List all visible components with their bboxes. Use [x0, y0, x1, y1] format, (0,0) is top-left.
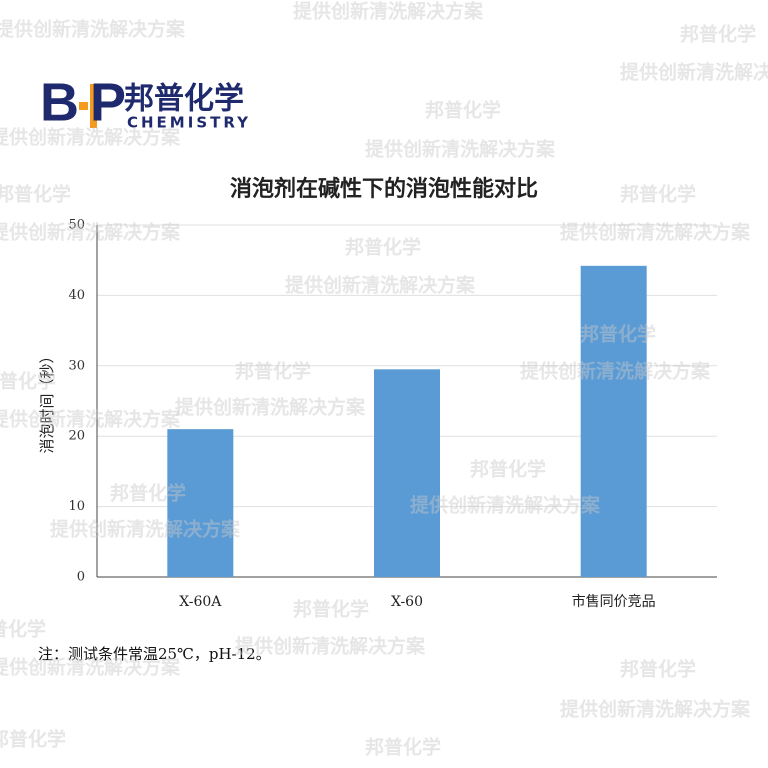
watermark: 邦普化学 — [110, 482, 186, 505]
watermark: 提供创新清洗解决方案 — [365, 138, 556, 161]
logo-letter: P — [90, 72, 126, 132]
watermark: 邦普化学 — [620, 183, 696, 206]
watermark: 邦普化学 — [580, 323, 656, 346]
watermark: 提供创新清洗解决方案 — [560, 698, 751, 721]
watermark: 提供创新清洗解决方案 — [50, 518, 241, 541]
watermark: 邦普化学 — [620, 658, 696, 681]
y-axis-label: 消泡时间（秒） — [38, 348, 56, 453]
y-tick-label: 0 — [77, 570, 85, 585]
note: 注：测试条件常温25℃，pH-12。 — [38, 645, 271, 663]
y-tick-label: 10 — [68, 499, 85, 514]
watermark: 邦普化学 — [293, 598, 369, 621]
y-tick-label: 50 — [68, 218, 85, 233]
watermark: 提供创新清洗解决方案 — [235, 635, 426, 658]
watermark: 邦普化学 — [235, 360, 311, 383]
watermark: 提供创新清洗解决方案 — [285, 274, 476, 297]
watermark: 提供创新清洗解决方案 — [0, 408, 181, 431]
bar — [580, 265, 647, 577]
watermark: 提供创新清洗解决方案 — [293, 0, 484, 23]
bar — [167, 429, 234, 577]
y-tick-label: 20 — [68, 429, 85, 444]
watermark: 提供创新清洗解决方案 — [0, 18, 186, 41]
watermark: 提供创新清洗解决方案 — [560, 221, 751, 244]
watermark: 邦普化学 — [425, 99, 501, 122]
logo-bar — [90, 84, 97, 128]
watermark: 邦普化学 — [345, 236, 421, 259]
x-tick-label: X-60 — [391, 594, 423, 610]
watermark: 提供创新清洗解决方案 — [410, 494, 601, 517]
logo-dot — [79, 102, 88, 110]
watermark: 邦普化学 — [0, 370, 56, 393]
bar — [374, 369, 440, 577]
logo-subtitle: CHEMISTRY — [127, 114, 251, 132]
watermark: 邦普化学 — [0, 183, 71, 206]
watermark: 提供创新清洗解决方案 — [0, 656, 181, 679]
logo-letter: B — [40, 72, 79, 132]
watermark: 邦普化学 — [0, 728, 66, 751]
watermark: 邦普化学 — [470, 458, 546, 481]
watermark: 邦普化学 — [680, 23, 756, 46]
watermark: 邦普化学 — [0, 618, 46, 641]
watermark: 提供创新清洗解决方案 — [0, 221, 181, 244]
watermark: 提供创新清洗解决方案 — [520, 360, 711, 383]
logo-name: 邦普化学 — [124, 82, 244, 117]
chart-title: 消泡剂在碱性下的消泡性能对比 — [230, 176, 538, 202]
watermark: 提供创新清洗解决方案 — [620, 61, 768, 84]
y-tick-label: 40 — [68, 288, 85, 303]
watermark: 邦普化学 — [365, 736, 441, 759]
watermark: 提供创新清洗解决方案 — [175, 396, 366, 419]
x-tick-label: 市售同价竞品 — [572, 593, 656, 610]
watermark: 提供创新清洗解决方案 — [0, 126, 181, 149]
x-tick-label: X-60A — [179, 594, 222, 610]
y-tick-label: 30 — [68, 358, 85, 373]
